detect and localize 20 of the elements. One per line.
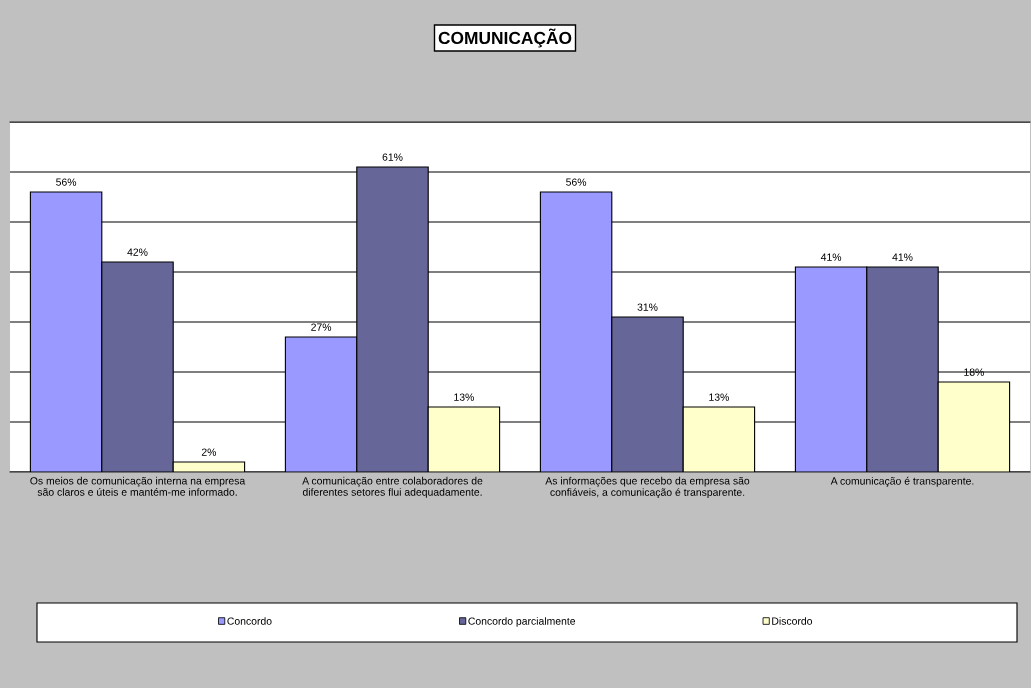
legend-label: Concordo [227, 617, 272, 625]
x-tick-label: A comunicação entre colaboradores de diferentes setores flui adequadamente. [302, 476, 483, 498]
data-label: 41% [892, 253, 913, 261]
x-tick-label: As informações que recebo da empresa são confiáveis, a comunicação é transparente. [545, 476, 750, 499]
data-label: 18% [964, 368, 984, 376]
data-label: 61% [382, 153, 403, 161]
data-label: 31% [637, 303, 658, 311]
data-label: 2% [201, 448, 217, 456]
chart-title: COMUNICAÇÃO [438, 28, 572, 48]
legend-label: Discordo [772, 617, 813, 625]
data-label: 27% [311, 323, 332, 331]
legend-label: Concordo parcialmente [468, 617, 576, 627]
x-tick-label: Os meios de comunicação interna na empresa são claros e úteis e mantém-me informado. [30, 476, 246, 496]
x-tick-label: A comunicação é transparente. [830, 476, 974, 487]
data-label: 13% [454, 393, 474, 401]
data-label: 56% [56, 178, 77, 186]
data-label: 42% [127, 248, 148, 256]
data-label: 56% [566, 178, 587, 186]
data-label: 41% [820, 253, 842, 261]
data-label: 13% [709, 393, 729, 401]
